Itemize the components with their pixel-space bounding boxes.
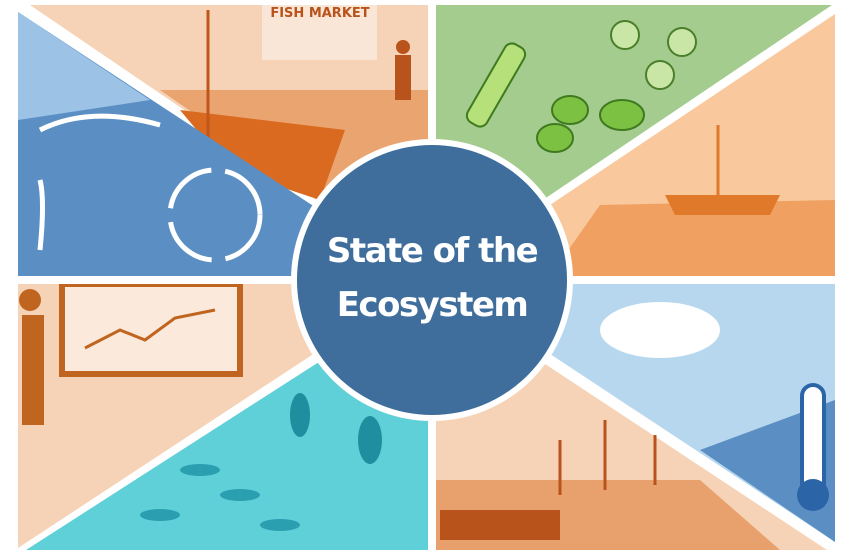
presenter bbox=[22, 315, 44, 425]
center-circle bbox=[294, 142, 570, 418]
boat bbox=[665, 195, 780, 215]
squid bbox=[290, 393, 310, 437]
thermometer-bulb bbox=[797, 479, 829, 511]
fish bbox=[180, 464, 220, 476]
ship bbox=[440, 510, 560, 540]
plankton bbox=[552, 96, 588, 124]
board bbox=[62, 284, 240, 374]
plankton bbox=[600, 100, 644, 130]
diatom bbox=[611, 21, 639, 49]
fish bbox=[260, 519, 300, 531]
diatom bbox=[668, 28, 696, 56]
page: FISH MARKET bbox=[0, 0, 843, 554]
cloud bbox=[600, 302, 720, 358]
fisherman bbox=[395, 55, 411, 100]
fish bbox=[220, 489, 260, 501]
ecosystem-illustration: FISH MARKET bbox=[0, 0, 843, 554]
current-arrow bbox=[40, 180, 43, 250]
fish bbox=[140, 509, 180, 521]
center-title: Ecosystem bbox=[337, 285, 528, 325]
thermometer bbox=[802, 385, 824, 495]
presenter-head bbox=[19, 289, 41, 311]
plankton bbox=[537, 124, 573, 152]
fisherman-head bbox=[396, 40, 410, 54]
squid bbox=[358, 416, 382, 464]
diatom bbox=[646, 61, 674, 89]
market-sign: FISH MARKET bbox=[270, 6, 369, 21]
center-title: State of the bbox=[327, 231, 538, 271]
